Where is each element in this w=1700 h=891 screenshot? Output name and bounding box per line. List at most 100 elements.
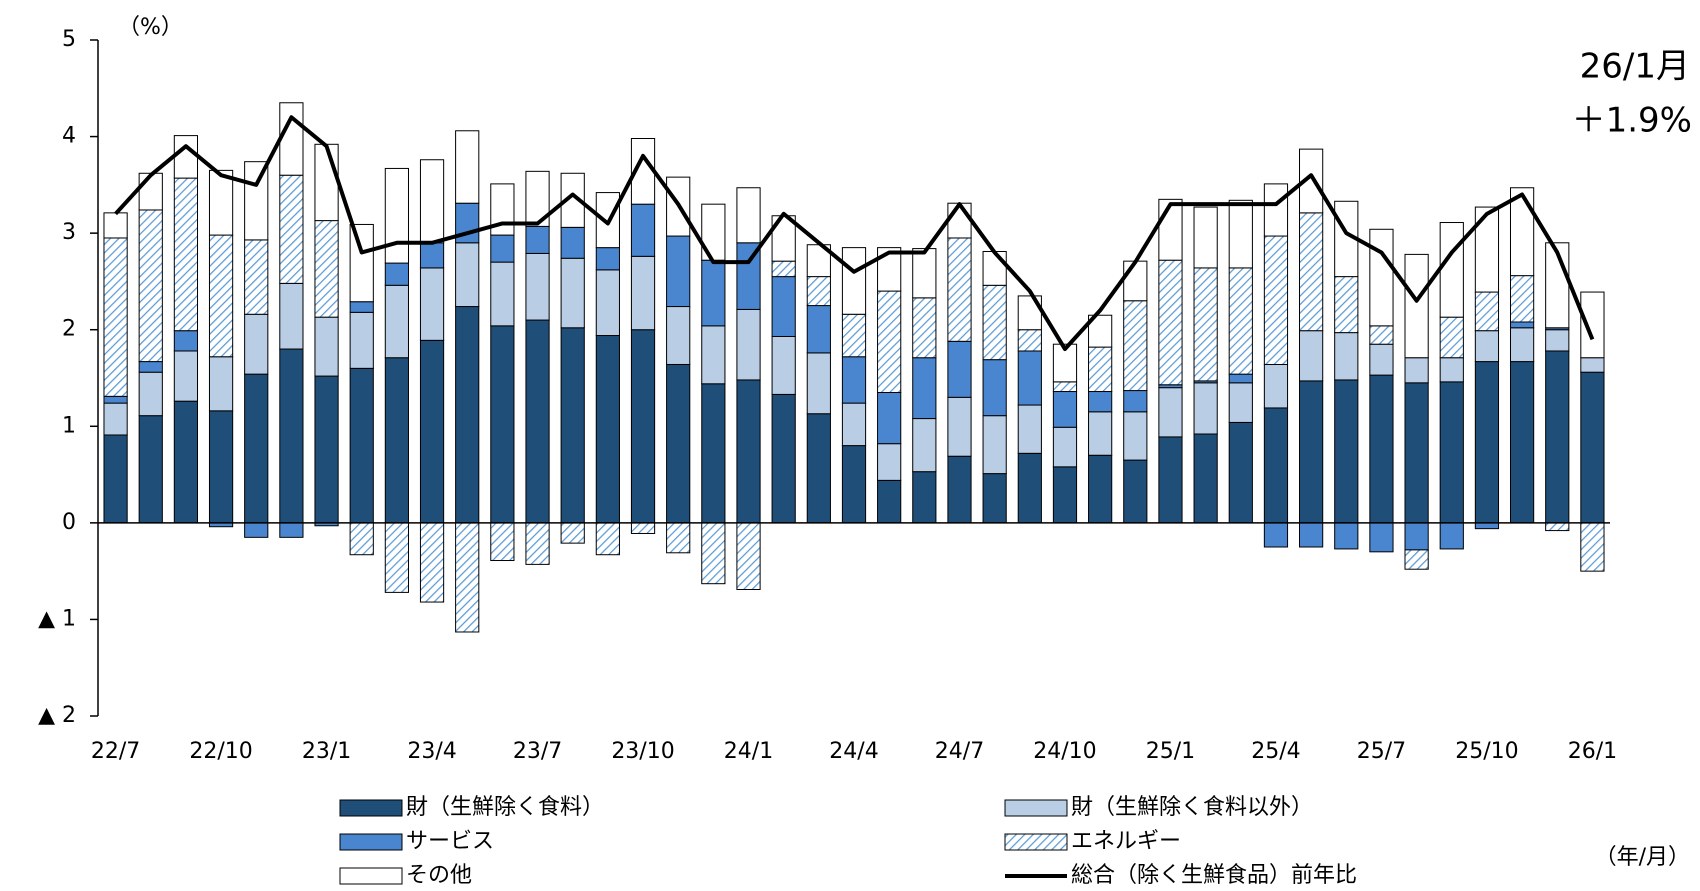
y-tick-label: 4: [62, 124, 76, 149]
bar-segment: [1263, 522, 1289, 548]
bar-segment: [1088, 314, 1113, 348]
y-tick-label: 2: [62, 317, 76, 342]
bar-segment: [1052, 466, 1078, 524]
x-tick-label: 23/7: [513, 739, 562, 764]
bar-segment: [1334, 379, 1359, 524]
bar-segment: [1052, 381, 1078, 393]
bar-segment: [208, 169, 234, 236]
bar-segment: [1299, 380, 1324, 524]
bar-segment: [1545, 329, 1570, 352]
bar-segment: [1509, 327, 1535, 363]
bar-segment: [349, 522, 374, 556]
bar-segment: [244, 313, 269, 375]
bar-segment: [103, 395, 128, 404]
bar-segment: [736, 379, 761, 524]
bar-segment: [1369, 343, 1394, 376]
x-tick-label: 23/1: [302, 739, 351, 764]
bar-segment: [103, 237, 128, 397]
bar-segment: [1017, 329, 1042, 352]
bar-segment: [1052, 426, 1078, 468]
bar-segment: [384, 262, 409, 286]
bar-segment: [525, 225, 550, 254]
bar-segment: [279, 174, 304, 284]
x-tick-label: 24/10: [1033, 739, 1096, 764]
bar-segment: [1228, 421, 1253, 524]
bar-segment: [877, 290, 902, 393]
bar-segment: [806, 276, 831, 307]
bar-segment: [1052, 391, 1078, 428]
bar-segment: [1123, 260, 1148, 302]
bar-segment: [1580, 371, 1605, 524]
bar-segment: [560, 522, 585, 544]
x-tick-label: 24/1: [724, 739, 773, 764]
x-tick-label: 24/7: [935, 739, 984, 764]
bar-segment: [314, 220, 339, 318]
bar-segment: [1404, 522, 1429, 551]
bar-segment: [982, 415, 1007, 475]
y-tick-label: ▲ 2: [38, 703, 76, 728]
bar-segment: [877, 247, 902, 292]
bar-segment: [841, 247, 867, 315]
bar-segment: [1369, 228, 1394, 327]
bar-segment: [806, 352, 831, 415]
bar-segment: [666, 522, 691, 554]
bar-segment: [173, 330, 199, 352]
bar-segment: [841, 313, 867, 358]
bar-segment: [912, 418, 937, 473]
bar-segment: [1088, 454, 1113, 524]
bar-segment: [912, 297, 937, 359]
bar-segment: [912, 357, 937, 420]
bar-segment: [841, 445, 867, 524]
bar-segment: [314, 143, 339, 222]
y-tick-label: ▲ 1: [38, 606, 76, 631]
legend-swatch: [339, 867, 403, 885]
bar-segment: [806, 305, 831, 354]
x-tick-label: 24/4: [829, 739, 878, 764]
bar-segment: [419, 522, 445, 603]
bar-segment: [208, 410, 234, 524]
bar-segment: [1193, 382, 1218, 435]
bar-segment: [1369, 325, 1394, 345]
bar-segment: [841, 356, 867, 404]
bar-segment: [701, 259, 726, 327]
x-tick-label: 25/10: [1455, 739, 1518, 764]
bar-segment: [173, 350, 199, 402]
bar-segment: [1474, 522, 1500, 530]
bar-segment: [1299, 212, 1324, 332]
bar-segment: [1088, 411, 1113, 456]
bar-segment: [912, 248, 937, 299]
bar-segment: [1228, 199, 1253, 269]
bar-segment: [138, 209, 163, 363]
y-tick-label: 5: [62, 27, 76, 52]
bar-segment: [947, 455, 972, 524]
bar-segment: [1545, 350, 1570, 524]
y-tick-label: 3: [62, 220, 76, 245]
bar-segment: [103, 402, 128, 436]
bar-segment: [455, 522, 480, 633]
bar-segment: [1228, 382, 1253, 423]
bar-segment: [912, 471, 937, 524]
bar-segment: [349, 223, 374, 303]
bar-segment: [419, 159, 445, 244]
bar-segment: [1299, 522, 1324, 548]
legend-label: エネルギー: [1071, 829, 1181, 854]
bar-segment: [419, 242, 445, 269]
bar-segment: [1404, 549, 1429, 570]
bar-segment: [349, 311, 374, 369]
bar-segment: [1404, 253, 1429, 359]
bar-segment: [455, 306, 480, 524]
bar-segment: [1123, 459, 1148, 524]
legend-label: 総合（除く生鮮食品）前年比: [1071, 863, 1357, 888]
bar-segment: [947, 237, 972, 342]
bar-segment: [595, 269, 620, 337]
bar-segment: [771, 260, 796, 278]
bar-segment: [736, 187, 761, 244]
bar-segment: [525, 522, 550, 565]
bar-segment: [314, 375, 339, 524]
bar-segment: [279, 102, 304, 176]
x-tick-label: 25/4: [1251, 739, 1300, 764]
bar-segment: [630, 255, 656, 331]
bar-segment: [1580, 522, 1605, 572]
bar-segment: [982, 250, 1007, 286]
bar-segment: [701, 325, 726, 385]
